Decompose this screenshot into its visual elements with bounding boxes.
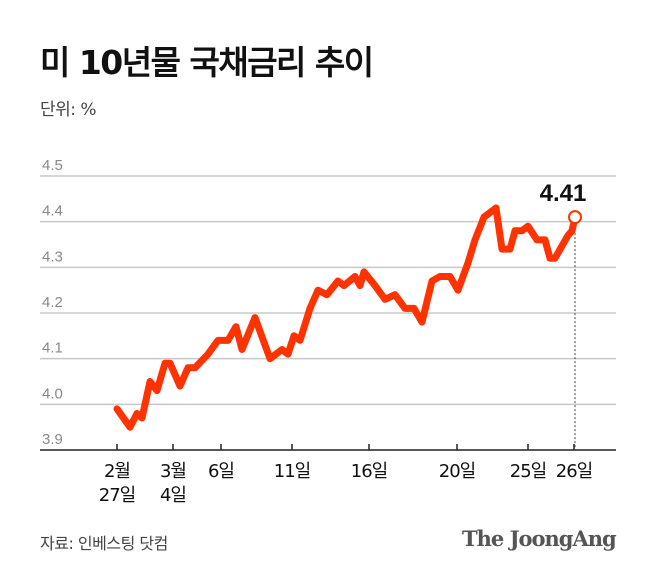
last-point-marker [568, 210, 582, 225]
x-tick-label: 20일 [439, 461, 475, 482]
x-tick-label: 11일 [274, 461, 310, 482]
y-tick-label: 4.3 [42, 248, 63, 265]
x-tick-label: 27일 [99, 485, 135, 506]
x-tick-label: 16일 [351, 461, 387, 482]
y-tick-label: 4.1 [42, 340, 63, 357]
last-value-label: 4.41 [540, 180, 587, 207]
x-tick-label: 4일 [160, 485, 186, 506]
y-tick-label: 3.9 [42, 431, 63, 448]
unit-label: 단위: % [40, 100, 97, 120]
y-tick-label: 4.0 [42, 385, 63, 402]
source-label: 자료: 인베스팅 닷컴 [40, 534, 168, 553]
brand-logo: The JoongAng [462, 526, 617, 551]
x-tick-label: 2월 [104, 461, 130, 482]
x-tick-label: 25일 [510, 461, 546, 482]
x-tick-label: 6일 [208, 461, 234, 482]
series-line [113, 204, 579, 431]
y-tick-label: 4.5 [42, 157, 63, 174]
x-tick-label: 26일 [556, 461, 592, 482]
chart-title: 미 10년물 국채금리 추이 [40, 43, 374, 82]
x-tick-label: 3월 [160, 461, 186, 482]
y-tick-label: 4.2 [42, 294, 63, 311]
y-tick-label: 4.4 [42, 203, 63, 220]
